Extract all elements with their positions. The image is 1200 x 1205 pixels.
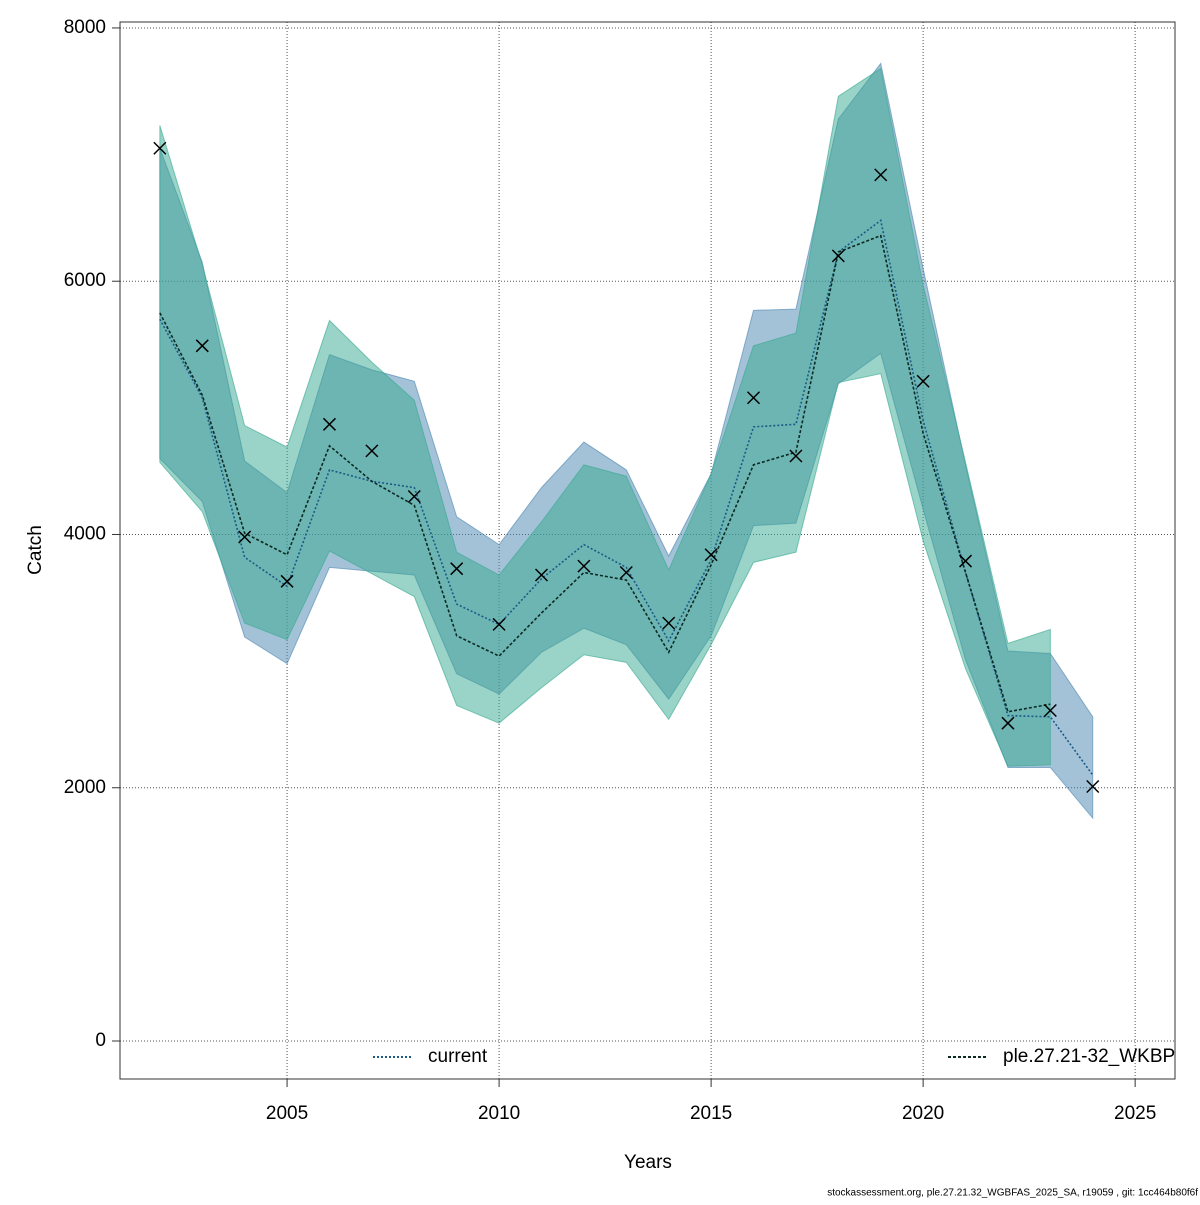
y-tick-label: 4000 [64, 523, 106, 544]
observation-point [280, 574, 294, 588]
observation-point [831, 249, 845, 263]
observation-point [704, 548, 718, 562]
legend-label: current [428, 1046, 488, 1067]
observation-point [195, 339, 209, 353]
observation-point [407, 489, 421, 504]
plot-frame [119, 21, 1176, 1080]
x-tick-label: 2025 [1114, 1103, 1156, 1124]
observation-point [662, 616, 676, 630]
observation-point [238, 530, 252, 544]
legend-label: ple.27.21-32_WKBP [1003, 1046, 1175, 1067]
observation-point [322, 417, 337, 431]
x-tick-label: 2020 [902, 1103, 944, 1124]
y-axis-title: Catch [25, 525, 46, 575]
observation-point [1086, 779, 1100, 794]
observation-point [1043, 703, 1057, 718]
observation-point [874, 168, 888, 182]
observation-point [789, 449, 803, 463]
observation-point [958, 554, 973, 568]
y-tick-label: 0 [95, 1030, 106, 1051]
y-tick-label: 8000 [64, 17, 106, 38]
observation-point [746, 391, 761, 405]
x-tick-label: 2005 [266, 1103, 308, 1124]
observation-point [916, 374, 930, 388]
observation-point [450, 562, 464, 576]
confidence-band [159, 67, 1051, 767]
x-axis-title: Years [624, 1152, 672, 1173]
y-tick-label: 6000 [64, 270, 106, 291]
x-tick-label: 2010 [478, 1103, 520, 1124]
footer: stockassessment.org, ple.27.21.32_WGBFAS… [827, 1188, 1198, 1199]
observation-point [492, 617, 506, 631]
series-line [159, 234, 1051, 713]
observation-point [365, 444, 379, 458]
x-tick-label: 2015 [690, 1103, 732, 1124]
plot-area: current ple.27.21-32_WKBP [120, 22, 1175, 1079]
series-line [159, 219, 1094, 776]
observation-point [153, 141, 167, 155]
y-tick-label: 2000 [64, 777, 106, 798]
observation-point [577, 559, 591, 573]
observation-point [1001, 716, 1015, 730]
observation-point [534, 568, 549, 582]
observation-point [619, 565, 633, 580]
